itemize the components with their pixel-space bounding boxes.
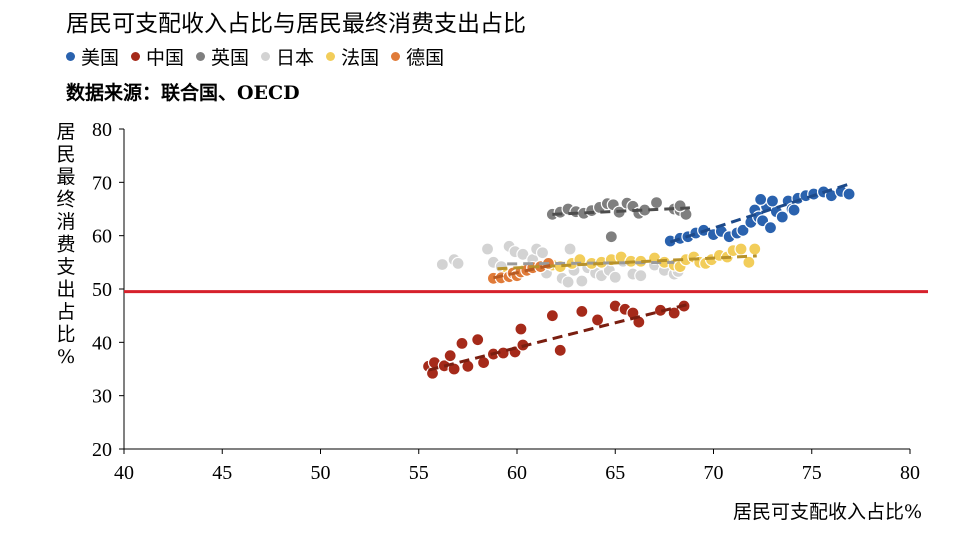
point-美国 [842, 187, 856, 201]
point-中国 [447, 362, 461, 376]
legend-item: 德国 [391, 43, 444, 70]
legend-label: 中国 [146, 47, 185, 69]
trendline-英国 [552, 206, 690, 216]
x-tick-label: 50 [311, 462, 331, 484]
legend-item: 法国 [326, 43, 379, 70]
legend-item: 英国 [196, 43, 249, 70]
legend-marker [391, 52, 401, 61]
point-日本 [480, 242, 495, 256]
point-英国 [649, 196, 664, 210]
trendline-德国 [493, 263, 553, 280]
point-日本 [435, 257, 449, 272]
x-tick-label: 75 [802, 462, 822, 484]
legend-marker [66, 52, 75, 61]
y-tick-label: 80 [92, 119, 112, 141]
point-法国 [742, 255, 756, 269]
x-tick-label: 70 [704, 462, 724, 484]
legend-marker [196, 52, 206, 61]
point-英国 [604, 230, 618, 244]
point-日本 [575, 274, 589, 288]
legend-label: 美国 [81, 47, 120, 69]
point-日本 [535, 246, 550, 260]
x-tick-label: 45 [212, 462, 232, 484]
point-中国 [455, 336, 469, 350]
y-axis-label: 居民最终消费支出占比% [56, 121, 75, 368]
legend: 美国 中国 英国 日本 法国 德国 [66, 43, 456, 70]
point-法国 [748, 242, 762, 256]
y-tick-label: 40 [92, 332, 112, 354]
y-tick-label: 70 [92, 172, 112, 194]
legend-marker [261, 52, 271, 61]
x-tick-label: 60 [507, 462, 527, 484]
point-中国 [553, 343, 567, 357]
legend-item: 美国 [66, 43, 119, 70]
legend-item: 中国 [131, 43, 184, 70]
trendline-中国 [428, 302, 691, 372]
legend-item: 日本 [261, 43, 314, 70]
point-中国 [590, 313, 605, 327]
x-tick-label: 55 [409, 462, 429, 484]
x-tick-label: 80 [900, 462, 920, 484]
point-美国 [736, 223, 750, 237]
x-tick-label: 40 [114, 462, 134, 484]
legend-marker [131, 52, 141, 61]
point-中国 [575, 304, 589, 318]
data-source: 数据来源：联合国、OECD [66, 82, 300, 104]
point-英国 [673, 199, 687, 213]
legend-label: 日本 [276, 47, 315, 69]
point-日本 [563, 242, 577, 256]
y-tick-label: 50 [92, 279, 112, 301]
trendline-法国 [497, 254, 757, 271]
point-日本 [561, 275, 575, 289]
point-美国 [787, 203, 801, 217]
legend-marker [326, 52, 336, 61]
point-中国 [471, 333, 485, 347]
point-美国 [765, 194, 780, 208]
legend-label: 德国 [406, 47, 445, 69]
point-法国 [734, 242, 748, 256]
y-tick-label: 20 [92, 439, 112, 461]
y-tick-label: 60 [92, 226, 112, 248]
legend-label: 法国 [341, 47, 380, 69]
point-美国 [775, 210, 789, 224]
legend-label: 英国 [211, 47, 250, 69]
point-中国 [545, 309, 559, 323]
point-美国 [763, 221, 778, 235]
point-日本 [451, 256, 465, 270]
point-日本 [634, 269, 648, 283]
point-中国 [514, 322, 528, 336]
x-axis-label: 居民可支配收入占比% [733, 501, 922, 523]
point-美国 [754, 192, 768, 206]
trendline-日本 [507, 260, 675, 266]
y-tick-label: 30 [92, 386, 112, 408]
point-日本 [608, 270, 622, 284]
x-tick-label: 65 [605, 462, 625, 484]
point-中国 [443, 349, 457, 363]
chart-title: 居民可支配收入占比与居民最终消费支出占比 [66, 11, 526, 37]
